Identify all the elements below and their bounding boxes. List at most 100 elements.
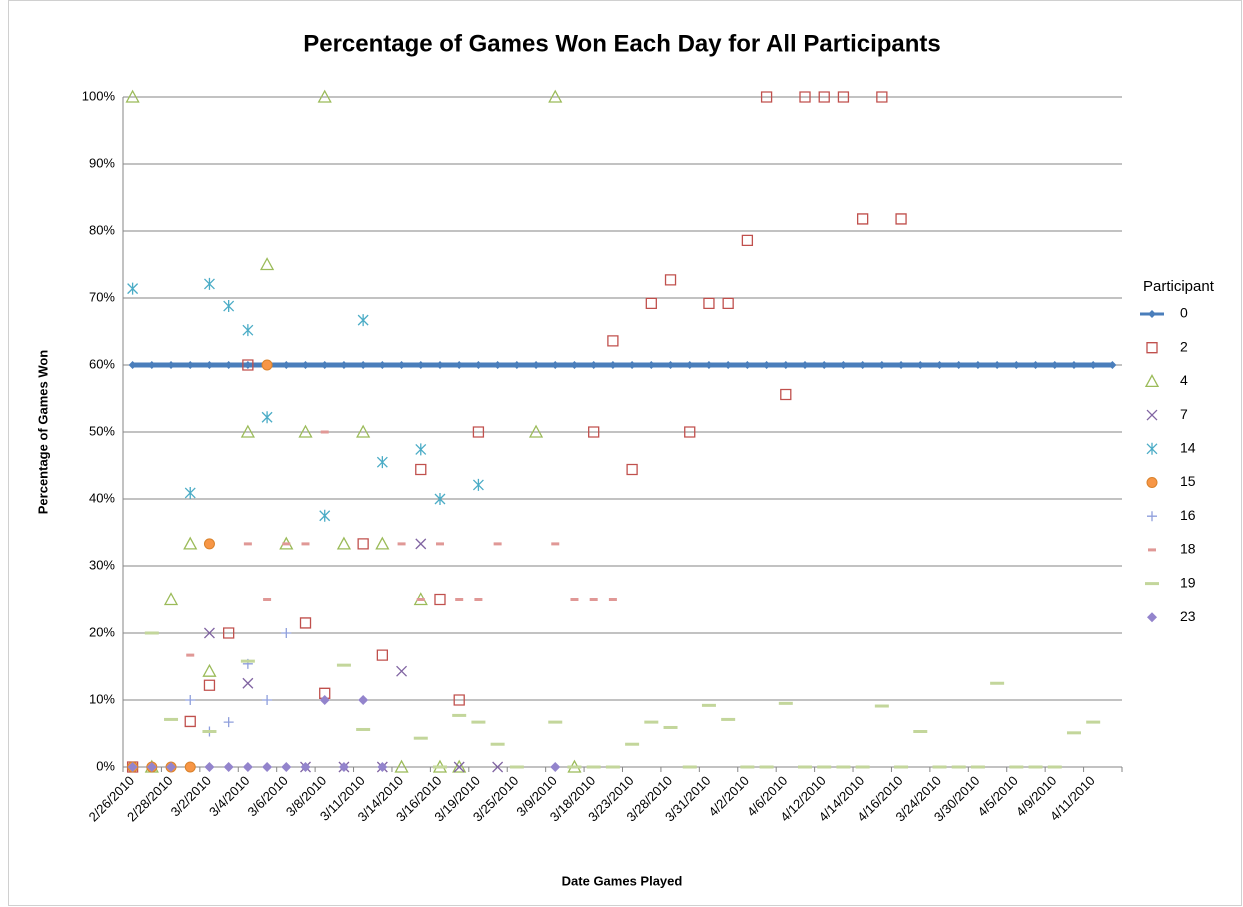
legend-label: 4 <box>1180 372 1188 388</box>
data-point <box>242 677 254 689</box>
legend-label: 0 <box>1180 305 1188 321</box>
data-point <box>397 361 406 369</box>
legend-title: Participant <box>1143 278 1215 295</box>
y-axis-label: Percentage of Games Won <box>35 350 50 515</box>
data-point <box>202 729 217 733</box>
data-point <box>493 361 502 369</box>
data-point <box>357 538 369 550</box>
data-point <box>818 91 830 103</box>
data-point <box>243 542 252 546</box>
legend-label: 18 <box>1180 541 1196 557</box>
data-point <box>647 361 656 369</box>
data-point <box>455 598 464 601</box>
data-point <box>1012 361 1021 369</box>
chart-frame <box>8 0 1242 906</box>
legend-marker <box>1146 409 1158 421</box>
data-point <box>836 765 851 769</box>
data-point <box>474 361 483 369</box>
data-point <box>645 297 657 310</box>
data-point <box>434 593 446 606</box>
data-point <box>740 765 755 769</box>
data-point <box>666 361 675 369</box>
legend-label: 14 <box>1180 440 1196 456</box>
data-point <box>935 361 944 369</box>
data-point <box>281 762 292 772</box>
data-point <box>532 361 541 369</box>
data-point <box>223 300 235 313</box>
data-point <box>663 725 678 729</box>
data-point <box>223 717 234 728</box>
y-tick-label: 0% <box>96 758 115 773</box>
data-point <box>1050 361 1059 369</box>
data-point <box>474 598 483 601</box>
data-point <box>416 361 425 369</box>
data-point <box>954 361 963 369</box>
data-point <box>396 665 408 677</box>
data-point <box>434 493 446 505</box>
data-point <box>203 627 215 639</box>
data-point <box>895 213 907 225</box>
data-point <box>625 742 640 746</box>
data-point <box>856 213 869 225</box>
y-tick-label: 30% <box>89 557 115 572</box>
data-point <box>186 361 195 369</box>
data-point <box>240 424 255 438</box>
data-point <box>509 765 524 769</box>
data-point <box>528 424 544 438</box>
y-tick-label: 70% <box>89 289 115 304</box>
data-point <box>320 430 329 434</box>
data-point <box>185 695 196 705</box>
data-point <box>203 277 215 290</box>
data-point <box>628 361 637 369</box>
data-point <box>626 463 638 476</box>
data-point <box>548 89 563 103</box>
data-point <box>242 324 254 337</box>
data-point <box>607 335 619 347</box>
data-point <box>415 463 427 476</box>
data-point <box>146 762 157 772</box>
data-point <box>932 765 947 769</box>
data-point <box>415 443 427 456</box>
data-point <box>1047 765 1062 769</box>
data-point <box>184 715 196 728</box>
data-point <box>855 765 870 769</box>
data-point <box>570 598 579 601</box>
legend-marker <box>1146 477 1158 488</box>
legend-marker <box>1147 511 1157 522</box>
data-point <box>147 361 156 369</box>
data-point <box>820 361 829 369</box>
data-point <box>298 424 313 438</box>
data-point <box>894 765 909 769</box>
data-point <box>240 659 255 663</box>
data-point <box>357 314 369 327</box>
data-point <box>336 536 352 550</box>
data-point <box>682 765 697 769</box>
legend-marker <box>1148 548 1156 552</box>
data-point <box>378 361 387 369</box>
data-point <box>704 361 713 369</box>
data-point <box>1089 361 1098 369</box>
data-point <box>125 89 140 103</box>
data-point <box>394 759 409 773</box>
data-point <box>202 663 217 677</box>
legend-marker <box>1144 374 1160 388</box>
data-point <box>876 91 888 103</box>
data-point <box>262 762 273 772</box>
data-point <box>608 361 617 369</box>
x-tick-label: 3/4/2010 <box>206 773 252 819</box>
legend-label: 23 <box>1180 608 1196 624</box>
data-point <box>319 695 330 705</box>
data-point <box>186 653 195 657</box>
data-point <box>377 762 388 772</box>
data-point <box>817 765 832 769</box>
data-point <box>1066 731 1081 735</box>
data-point <box>359 361 368 369</box>
legend-label: 19 <box>1180 574 1196 590</box>
data-point <box>551 361 560 369</box>
data-point <box>432 765 447 769</box>
data-point <box>780 388 792 401</box>
y-tick-label: 40% <box>89 490 115 505</box>
data-point <box>164 717 179 721</box>
data-point <box>721 717 736 721</box>
data-point <box>282 542 291 546</box>
